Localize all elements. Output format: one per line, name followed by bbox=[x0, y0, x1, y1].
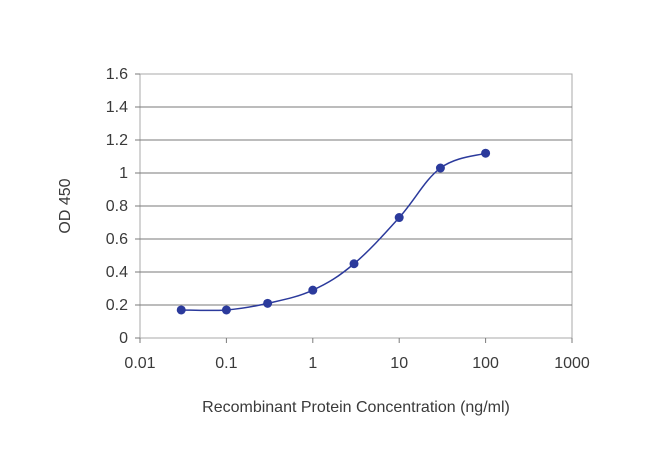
x-axis-title: Recombinant Protein Concentration (ng/ml… bbox=[202, 399, 510, 416]
y-axis-ticks: 0 0.2 0.4 0.6 0.8 1 1.2 1.4 1.6 bbox=[106, 66, 140, 347]
y-tick-label: 1 bbox=[119, 165, 128, 182]
y-tick-label: 0.2 bbox=[106, 297, 128, 314]
data-point bbox=[176, 305, 186, 315]
y-tick-label: 0.4 bbox=[106, 264, 128, 281]
series-line bbox=[181, 152, 486, 312]
data-point bbox=[481, 148, 491, 158]
x-tick-label: 1 bbox=[308, 355, 317, 372]
x-tick-label: 0.01 bbox=[124, 355, 155, 372]
x-tick-label: 1000 bbox=[554, 355, 590, 372]
y-tick-label: 1.2 bbox=[106, 132, 128, 149]
y-tick-label: 0 bbox=[119, 330, 128, 347]
data-point bbox=[221, 305, 231, 315]
series-layer bbox=[176, 148, 491, 315]
y-tick-label: 1.4 bbox=[106, 99, 128, 116]
data-point bbox=[308, 285, 318, 295]
x-tick-label: 10 bbox=[390, 355, 408, 372]
x-tick-label: 0.1 bbox=[215, 355, 237, 372]
y-tick-label: 0.6 bbox=[106, 231, 128, 248]
data-point bbox=[394, 213, 404, 223]
y-tick-label: 1.6 bbox=[106, 66, 128, 83]
data-point bbox=[263, 298, 273, 308]
x-axis-ticks: 0.01 0.1 1 10 100 1000 bbox=[124, 338, 590, 372]
data-point bbox=[349, 259, 359, 269]
y-tick-label: 0.8 bbox=[106, 198, 128, 215]
x-tick-label: 100 bbox=[472, 355, 499, 372]
data-point bbox=[435, 163, 445, 173]
y-axis-title: OD 450 bbox=[57, 178, 74, 233]
grid-lines bbox=[140, 106, 572, 306]
